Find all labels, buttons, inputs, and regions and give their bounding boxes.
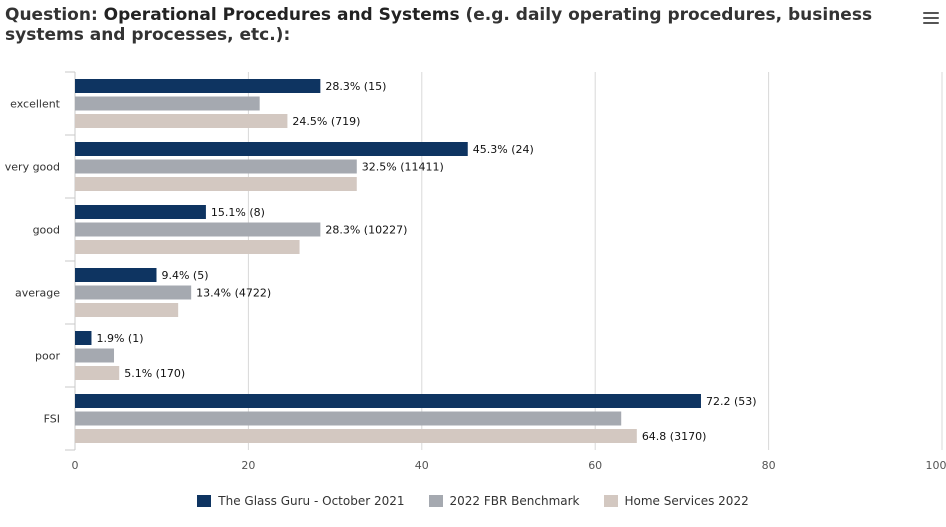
bar	[75, 142, 468, 156]
bar	[75, 240, 300, 254]
chart-legend: The Glass Guru - October 2021 2022 FBR Be…	[0, 492, 946, 510]
data-label: 15.1% (8)	[211, 206, 265, 219]
menu-line	[923, 12, 939, 14]
title-topic: Operational Procedures and Systems	[103, 5, 460, 25]
data-label: 45.3% (24)	[473, 143, 534, 156]
menu-line	[923, 22, 939, 24]
bar	[75, 114, 288, 128]
x-tick-label: 20	[241, 459, 255, 472]
x-tick-label: 60	[588, 459, 602, 472]
legend-label: The Glass Guru - October 2021	[218, 494, 405, 508]
legend-label: Home Services 2022	[624, 494, 749, 508]
bar	[75, 79, 321, 93]
bar	[75, 394, 701, 408]
category-label: poor	[35, 350, 60, 363]
bar	[75, 348, 115, 363]
legend-item[interactable]: Home Services 2022	[603, 492, 749, 510]
data-label: 13.4% (4722)	[196, 287, 271, 300]
title-suffix: (e.g. daily operating procedures, busine…	[5, 5, 873, 45]
bar	[75, 177, 357, 191]
bar-chart: 0 20 40 60 80 100 excellent very good good averag…	[5, 71, 946, 472]
chart-title: Question: Operational Procedures and Sys…	[5, 5, 910, 45]
bar	[75, 411, 622, 426]
data-label: 1.9% (1)	[96, 332, 143, 345]
legend-swatch	[197, 495, 212, 507]
x-tick-label: 100	[926, 459, 946, 472]
legend-item[interactable]: The Glass Guru - October 2021	[197, 492, 405, 510]
bar	[75, 205, 206, 219]
x-tick-label: 0	[72, 459, 79, 472]
menu-line	[923, 17, 939, 19]
x-tick-label: 80	[762, 459, 776, 472]
bar	[75, 366, 120, 380]
data-label: 5.1% (170)	[124, 367, 185, 380]
data-label: 32.5% (11411)	[362, 161, 444, 174]
hamburger-menu-icon[interactable]	[923, 12, 939, 26]
category-label: excellent	[10, 98, 61, 111]
legend-label: 2022 FBR Benchmark	[449, 494, 580, 508]
bar	[75, 268, 157, 282]
bar	[75, 159, 357, 174]
data-label: 28.3% (10227)	[325, 224, 407, 237]
bar	[75, 96, 260, 111]
bar	[75, 303, 179, 317]
bar	[75, 429, 637, 443]
legend-item[interactable]: 2022 FBR Benchmark	[428, 492, 580, 510]
data-label: 72.2 (53)	[706, 395, 757, 408]
category-label: good	[33, 224, 60, 237]
legend-swatch	[603, 495, 618, 507]
data-label: 28.3% (15)	[325, 80, 386, 93]
category-label: average	[15, 287, 60, 300]
data-label: 9.4% (5)	[161, 269, 208, 282]
legend-swatch	[428, 495, 443, 507]
x-tick-label: 40	[415, 459, 429, 472]
data-label: 24.5% (719)	[292, 115, 360, 128]
bar	[75, 222, 321, 237]
data-label: 64.8 (3170)	[642, 430, 707, 443]
bar	[75, 331, 92, 345]
category-label: very good	[5, 161, 60, 174]
title-prefix: Question:	[5, 5, 104, 25]
category-label: FSI	[44, 413, 60, 426]
bar	[75, 285, 192, 300]
